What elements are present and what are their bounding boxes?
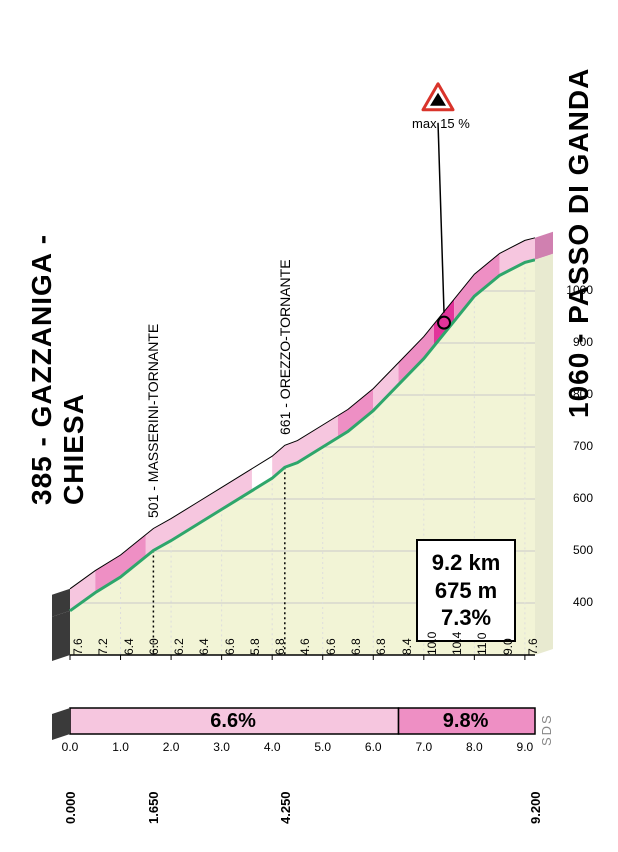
gradient-tick: 7.6	[526, 625, 540, 655]
gradient-tick: 10.0	[425, 625, 439, 655]
start-point-title: 385 - GAZZANIGA -CHIESA	[26, 225, 90, 505]
km-tick: 4.0	[258, 740, 286, 754]
gradient-tick: 6.4	[197, 625, 211, 655]
gradient-tick: 7.6	[71, 625, 85, 655]
gradient-tick: 10.4	[450, 625, 464, 655]
km-tick: 5.0	[309, 740, 337, 754]
km-tick: 2.0	[157, 740, 185, 754]
altitude-tick: 400	[557, 595, 593, 609]
gradient-tick: 9.0	[501, 625, 515, 655]
altitude-tick: 800	[557, 387, 593, 401]
max-grade-label: max 15 %	[412, 116, 470, 131]
gradient-tick: 6.6	[223, 625, 237, 655]
stat-avg: 7.3%	[432, 604, 501, 632]
altitude-tick: 500	[557, 543, 593, 557]
km-tick: 7.0	[410, 740, 438, 754]
gradient-tick: 6.2	[172, 625, 186, 655]
gradient-tick: 6.8	[349, 625, 363, 655]
km-tick: 3.0	[208, 740, 236, 754]
stat-gain: 675 m	[432, 577, 501, 605]
gradient-tick: 6.8	[273, 625, 287, 655]
km-cumulative: 0.000	[63, 764, 78, 824]
profile-svg	[0, 0, 618, 852]
altitude-tick: 1000	[557, 283, 593, 297]
segment-grade-label: 6.6%	[210, 710, 256, 733]
km-tick: 9.0	[511, 740, 539, 754]
km-cumulative: 9.200	[528, 764, 543, 824]
gradient-tick: 4.6	[298, 625, 312, 655]
km-tick: 6.0	[359, 740, 387, 754]
gradient-tick: 6.6	[324, 625, 338, 655]
stat-length: 9.2 km	[432, 549, 501, 577]
gradient-tick: 5.8	[248, 625, 262, 655]
gradient-tick: 7.2	[96, 625, 110, 655]
gradient-tick: 8.4	[400, 625, 414, 655]
gradient-tick: 6.0	[147, 625, 161, 655]
sds-watermark: SDS	[539, 706, 554, 746]
segment-grade-label: 9.8%	[443, 710, 489, 733]
climb-profile-chart: 385 - GAZZANIGA -CHIESA 1060 - PASSO DI G…	[0, 0, 618, 852]
km-tick: 1.0	[107, 740, 135, 754]
waypoint-label: 661 - OREZZO-TORNANTE	[277, 235, 293, 435]
altitude-tick: 900	[557, 335, 593, 349]
altitude-tick: 700	[557, 439, 593, 453]
waypoint-label: 501 - MASSERINI-TORNANTE	[145, 318, 161, 518]
km-cumulative: 4.250	[278, 764, 293, 824]
km-tick: 8.0	[460, 740, 488, 754]
end-point-title: 1060 - PASSO DI GANDA	[563, 58, 595, 418]
km-tick: 0.0	[56, 740, 84, 754]
gradient-tick: 6.8	[374, 625, 388, 655]
altitude-tick: 600	[557, 491, 593, 505]
gradient-tick: 11.0	[475, 625, 489, 655]
gradient-tick: 6.4	[122, 625, 136, 655]
km-cumulative: 1.650	[146, 764, 161, 824]
